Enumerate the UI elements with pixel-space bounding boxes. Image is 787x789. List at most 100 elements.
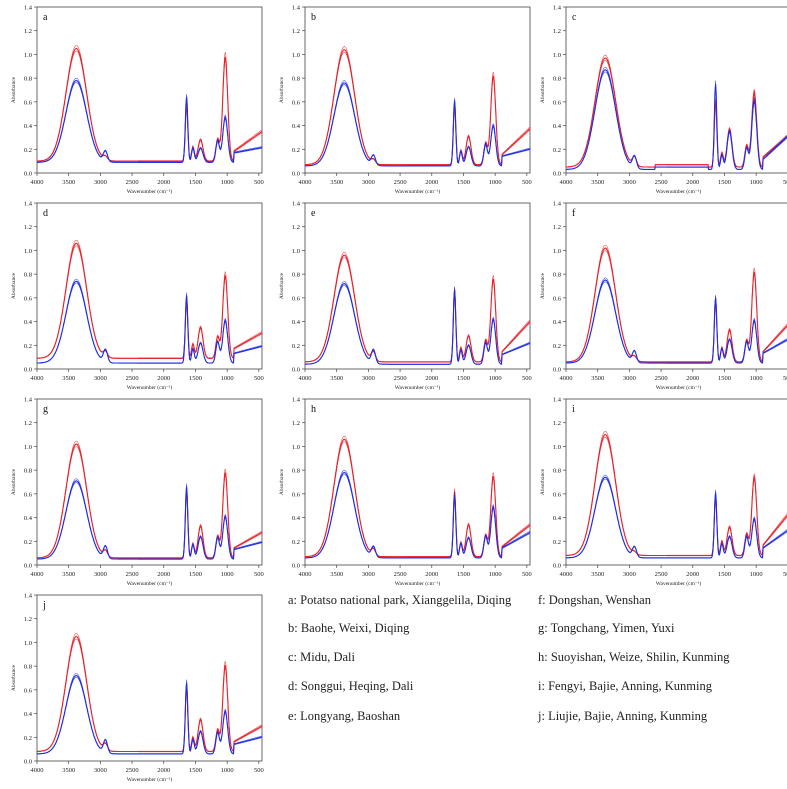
- x-axis-label: Wavenumber (cm⁻¹): [127, 188, 173, 195]
- plot-frame: [565, 202, 787, 370]
- panel-label: a: [43, 12, 48, 23]
- y-tick-label: 0.0: [553, 367, 561, 374]
- y-tick-label: 1.4: [24, 397, 33, 404]
- x-axis-label: Wavenumber (cm⁻¹): [395, 188, 441, 195]
- y-tick-label: 0.0: [24, 367, 32, 374]
- series-line-blue: [37, 79, 263, 164]
- y-tick-label: 1.0: [553, 52, 561, 59]
- y-tick-label: 0.6: [553, 491, 562, 498]
- chart-panel-b: 0.0 0.2 0.4 0.6 0.8 1.0 1.2 1.4 4000 3500 3000 2500…: [279, 5, 532, 196]
- chart-panel-e: 0.0 0.2 0.4 0.6 0.8 1.0 1.2 1.4 4000 3500 3000 2500…: [279, 201, 532, 392]
- series-line-blue: [37, 478, 263, 560]
- series-line-red: [565, 250, 787, 363]
- legend-entry-g: g: Tongchang, Yimen, Yuxi: [538, 621, 675, 635]
- y-axis-label: Absorbance: [11, 664, 17, 691]
- panel-label: f: [572, 208, 576, 219]
- y-tick-label: 1.0: [24, 248, 32, 255]
- x-axis-label: Wavenumber (cm⁻¹): [656, 580, 702, 587]
- series-line-blue: [305, 285, 531, 365]
- x-tick-label: 1500: [189, 767, 202, 774]
- x-axis-label: Wavenumber (cm⁻¹): [127, 580, 173, 587]
- series-line-blue: [36, 673, 263, 754]
- y-tick-label: 0.8: [24, 76, 32, 83]
- x-tick-label: 2500: [126, 375, 139, 382]
- y-tick-label: 0.0: [24, 563, 32, 570]
- series-line-red: [37, 440, 263, 558]
- y-axis-label: Absorbance: [540, 272, 546, 299]
- x-tick-label: 2000: [157, 571, 170, 578]
- y-tick-label: 0.8: [24, 468, 32, 475]
- y-tick-label: 0.6: [553, 99, 562, 106]
- plot-frame: [36, 594, 263, 762]
- x-tick-label: 4000: [31, 571, 44, 578]
- y-tick-label: 0.0: [24, 759, 32, 766]
- y-tick-label: 1.0: [553, 248, 561, 255]
- panel-label: i: [572, 404, 575, 415]
- x-tick-label: 1000: [221, 375, 234, 382]
- x-tick-label: 500: [254, 375, 264, 382]
- series-line-blue: [37, 677, 263, 755]
- x-tick-label: 3500: [62, 767, 75, 774]
- y-tick-label: 0.6: [292, 295, 301, 302]
- x-tick-label: 4000: [560, 179, 573, 186]
- y-axis-label: Absorbance: [11, 272, 17, 299]
- y-tick-label: 1.2: [292, 420, 300, 427]
- y-tick-label: 1.0: [24, 444, 32, 451]
- y-axis-label: Absorbance: [540, 468, 546, 495]
- y-tick-label: 1.2: [292, 224, 300, 231]
- y-tick-label: 1.4: [553, 397, 562, 404]
- y-tick-label: 1.0: [24, 52, 32, 59]
- y-tick-label: 0.4: [553, 515, 562, 522]
- x-axis-label: Wavenumber (cm⁻¹): [127, 776, 173, 783]
- y-tick-label: 1.0: [292, 52, 300, 59]
- legend-entry-e: e: Longyang, Baoshan: [288, 709, 401, 723]
- x-tick-label: 1500: [189, 571, 202, 578]
- y-tick-label: 0.6: [292, 491, 301, 498]
- series-line-blue: [37, 482, 263, 560]
- chart-panel-d: 0.0 0.2 0.4 0.6 0.8 1.0 1.2 1.4 4000 3500 3000 2500…: [11, 201, 264, 392]
- series-line-red: [37, 638, 263, 753]
- x-tick-label: 3000: [94, 375, 107, 382]
- x-tick-label: 3500: [591, 571, 604, 578]
- y-tick-label: 1.0: [24, 640, 32, 647]
- y-tick-label: 1.2: [553, 420, 561, 427]
- x-tick-label: 1500: [718, 375, 731, 382]
- series-line-red: [305, 51, 531, 166]
- y-axis-label: Absorbance: [540, 76, 546, 103]
- x-tick-label: 3000: [94, 571, 107, 578]
- series-line-blue: [305, 80, 531, 166]
- x-tick-label: 2500: [394, 179, 407, 186]
- x-tick-label: 2000: [425, 571, 438, 578]
- y-tick-label: 0.8: [553, 468, 561, 475]
- x-axis-label: Wavenumber (cm⁻¹): [395, 384, 441, 391]
- legend-entry-d: d: Songgui, Heqing, Dali: [288, 679, 414, 693]
- y-tick-label: 1.2: [24, 28, 32, 35]
- x-tick-label: 2000: [686, 571, 699, 578]
- y-tick-label: 1.0: [553, 444, 561, 451]
- x-tick-label: 500: [783, 179, 787, 186]
- y-tick-label: 0.2: [553, 343, 561, 350]
- x-axis-label: Wavenumber (cm⁻¹): [127, 384, 173, 391]
- x-tick-label: 500: [254, 767, 264, 774]
- legend-entry-i: i: Fengyi, Bajie, Anning, Kunming: [538, 679, 712, 693]
- plot-frame: [304, 398, 531, 566]
- y-tick-label: 1.2: [24, 224, 32, 231]
- x-tick-label: 2000: [157, 179, 170, 186]
- x-tick-label: 3500: [62, 571, 75, 578]
- x-tick-label: 500: [522, 571, 532, 578]
- y-tick-label: 0.8: [553, 272, 561, 279]
- x-tick-label: 1000: [221, 179, 234, 186]
- x-tick-label: 2000: [425, 179, 438, 186]
- chart-panel-g: 0.0 0.2 0.4 0.6 0.8 1.0 1.2 1.4 4000 3500 3000 2500…: [11, 397, 264, 588]
- y-tick-label: 0.4: [24, 711, 33, 718]
- y-tick-label: 1.4: [24, 593, 33, 600]
- y-tick-label: 0.2: [292, 343, 300, 350]
- x-tick-label: 2500: [655, 179, 668, 186]
- series-line-red: [305, 435, 531, 557]
- x-tick-label: 3000: [623, 179, 636, 186]
- x-tick-label: 4000: [31, 767, 44, 774]
- x-tick-label: 1000: [750, 571, 763, 578]
- y-tick-label: 0.0: [553, 171, 561, 178]
- x-tick-label: 2500: [655, 375, 668, 382]
